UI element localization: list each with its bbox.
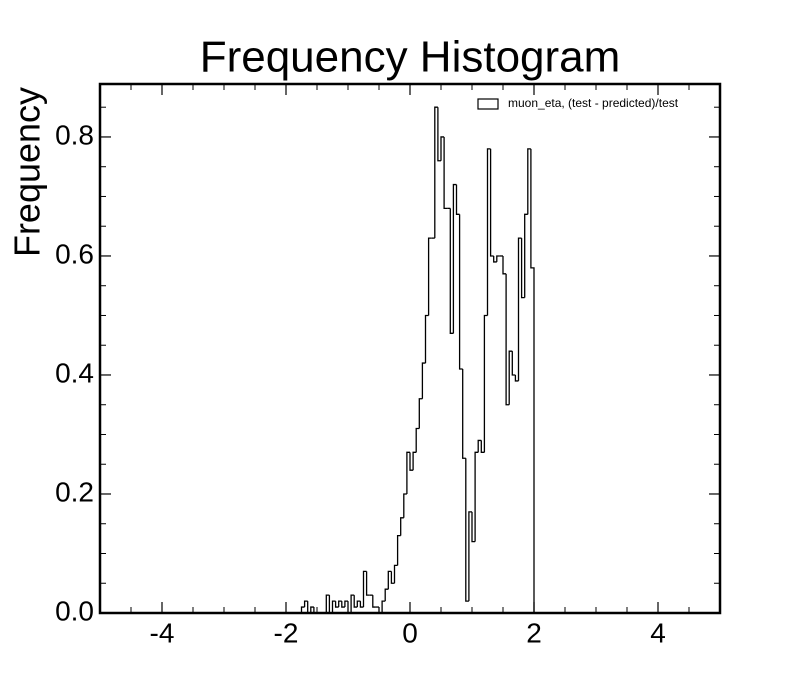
- histogram-step: [471, 511, 476, 543]
- histogram-step: [493, 255, 497, 263]
- histogram-step: [468, 511, 472, 602]
- histogram-step: [437, 107, 441, 162]
- histogram-step: [418, 398, 423, 429]
- histogram-step: [356, 600, 361, 608]
- histogram-step: [384, 588, 389, 602]
- histogram-step: [334, 601, 339, 608]
- histogram-step: [480, 440, 485, 453]
- histogram-step: [353, 595, 358, 608]
- histogram-step: [517, 237, 522, 381]
- histogram-step: [455, 184, 460, 215]
- histogram-step: [372, 595, 376, 608]
- histogram-step: [396, 534, 401, 566]
- histogram-step: [415, 427, 420, 453]
- histogram-step: [325, 594, 330, 613]
- histogram-step: [403, 493, 407, 518]
- histogram-step: [331, 600, 336, 613]
- x-tick-label: -4: [150, 617, 175, 648]
- histogram-step: [465, 458, 469, 602]
- histogram-step: [362, 570, 367, 608]
- histogram-step: [489, 148, 494, 257]
- histogram-step: [381, 600, 386, 613]
- histogram-step: [350, 594, 355, 613]
- histogram-step: [412, 451, 417, 471]
- x-tick-label: 0: [402, 617, 418, 648]
- y-tick-label: 0.0: [55, 595, 94, 626]
- histogram-step: [359, 601, 364, 608]
- histogram-step: [421, 362, 426, 399]
- histogram-step: [508, 350, 513, 405]
- y-tick-label: 0.8: [55, 119, 94, 150]
- histogram-step: [393, 564, 398, 584]
- histogram-step: [496, 255, 500, 262]
- histogram-step: [452, 183, 457, 334]
- histogram-step: [449, 208, 454, 334]
- y-tick-label: 0.6: [55, 238, 94, 269]
- x-tick-label: -2: [274, 617, 299, 648]
- histogram-step: [530, 148, 535, 613]
- histogram-step: [303, 600, 308, 608]
- histogram-step: [427, 237, 432, 316]
- histogram-step: [483, 314, 488, 453]
- histogram-step: [477, 439, 482, 453]
- histogram-step: [440, 136, 445, 161]
- histogram-step: [486, 148, 491, 316]
- histogram-step: [434, 106, 438, 239]
- y-axis-label: Frequency: [7, 87, 48, 257]
- x-tick-label: 2: [526, 617, 542, 648]
- legend-label: muon_eta, (test - predicted)/test: [508, 96, 679, 110]
- chart-title: Frequency Histogram: [200, 33, 621, 82]
- histogram-step: [424, 314, 429, 364]
- histogram-step: [502, 255, 507, 275]
- histogram-step: [524, 213, 528, 298]
- histogram-step: [341, 601, 345, 608]
- plot-frame: [98, 82, 722, 615]
- histogram-step: [462, 369, 466, 459]
- histogram-step: [310, 606, 314, 613]
- histogram-step: [365, 571, 370, 596]
- histogram-step: [400, 517, 404, 536]
- histogram-step: [390, 571, 395, 584]
- y-tick-label: 0.2: [55, 476, 94, 507]
- histogram-step: [505, 273, 510, 406]
- histogram-step: [511, 351, 516, 376]
- histogram-step: [300, 606, 305, 613]
- histogram-step: [520, 238, 525, 299]
- histogram-step: [443, 136, 448, 210]
- x-tick-label: 4: [650, 617, 666, 648]
- histogram-step: [387, 570, 392, 590]
- histogram-step: [514, 374, 519, 382]
- histogram-step: [527, 148, 531, 215]
- histogram-step: [474, 451, 479, 542]
- histogram-step: [406, 451, 410, 494]
- legend-swatch: [477, 98, 499, 110]
- y-tick-label: 0.4: [55, 357, 94, 388]
- histogram-step: [458, 214, 463, 370]
- histogram-step: [338, 600, 342, 608]
- histogram-step: [409, 452, 414, 471]
- histogram-step: [344, 600, 348, 608]
